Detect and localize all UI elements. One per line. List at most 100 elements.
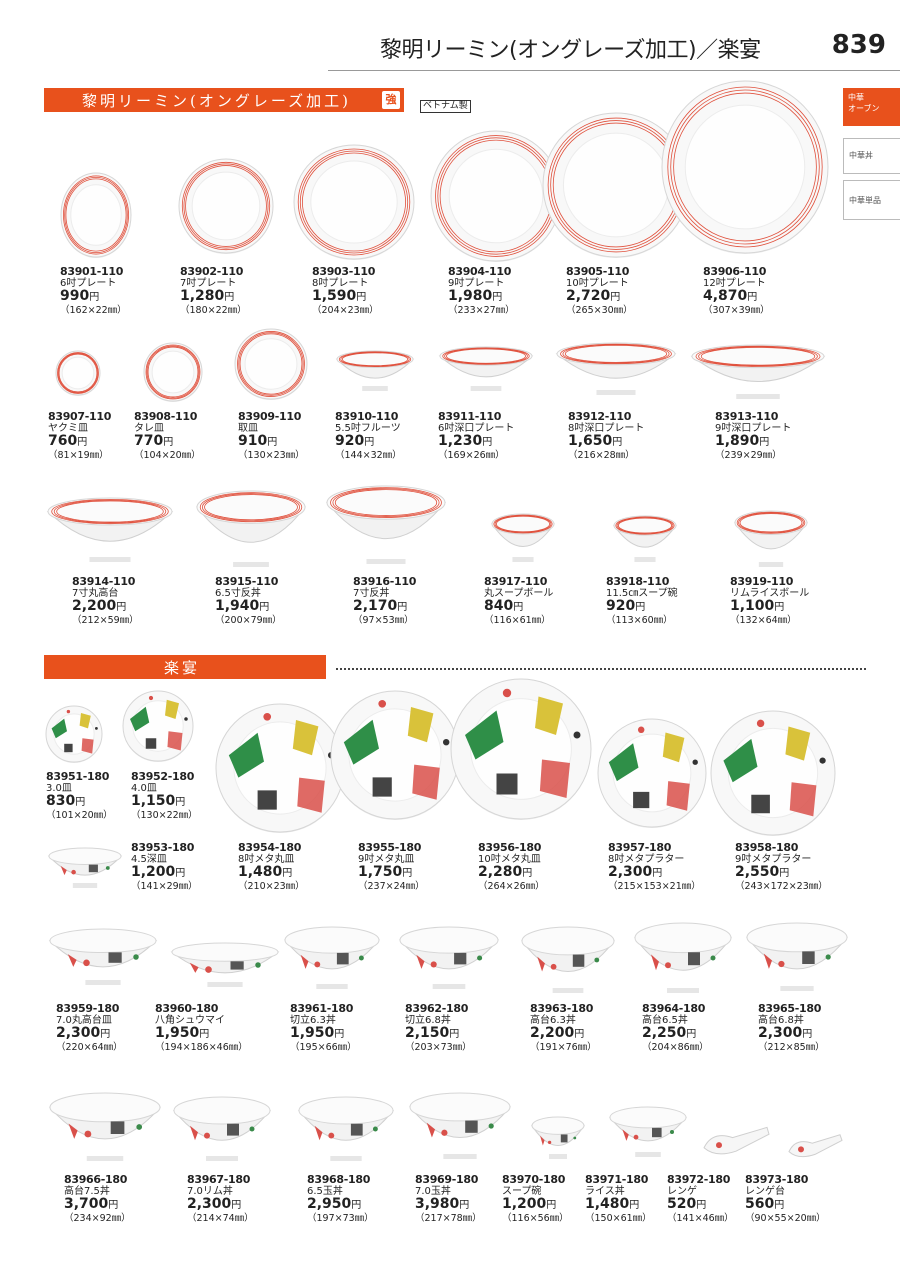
product-name: 11.5㎝スープ碗 (606, 587, 678, 599)
yen-unit: 円 (635, 602, 646, 613)
side-tab-oven[interactable]: 中華 オーブン (843, 88, 900, 126)
product-item: 83968-180 6.5玉丼 2,950円 （197×73㎜） (307, 1174, 374, 1225)
product-name: 7.0リム丼 (187, 1185, 233, 1197)
product-name: 3.0皿 (46, 782, 72, 794)
yen-unit: 円 (75, 797, 86, 808)
product-item: 83960-180 八角シュウマイ 1,950円 （194×186×46㎜） (155, 1003, 248, 1054)
product-size: （141×46㎜） (667, 1213, 734, 1224)
bowl-image (335, 350, 415, 392)
plate-image (122, 690, 194, 762)
product-size: （239×29㎜） (715, 450, 782, 461)
price-value: 1,650 (568, 433, 613, 449)
product-size: （195×66㎜） (290, 1042, 357, 1053)
price-value: 1,230 (438, 433, 483, 449)
plate-image (430, 130, 562, 262)
product-name: 8吋メタ丸皿 (238, 853, 295, 865)
yen-unit: 円 (629, 1200, 640, 1211)
product-size: （191×76㎜） (530, 1042, 597, 1053)
product-price: 520円 (667, 1197, 734, 1213)
side-tab-donburi[interactable]: 中華丼 (843, 138, 900, 174)
page-header: 黎明リーミン(オングレーズ加工)／楽宴 839 (380, 30, 890, 66)
yen-unit: 円 (612, 437, 623, 448)
page-title: 黎明リーミン(オングレーズ加工)／楽宴 (380, 38, 761, 63)
product-name: 丸スープボール (484, 587, 554, 599)
product-name: タレ皿 (134, 422, 164, 434)
yen-unit: 円 (231, 1200, 242, 1211)
bowl-image (297, 1096, 395, 1162)
product-item: 83956-180 10吋メタ丸皿 2,280円 （264×26㎜） (478, 842, 545, 893)
bowl-image (745, 922, 849, 992)
price-value: 2,300 (608, 864, 653, 880)
side-tab-label: 中華 (848, 93, 864, 102)
product-price: 2,200円 (72, 599, 139, 615)
page-number: 839 (831, 30, 886, 60)
product-item: 83961-180 切立6.3丼 1,950円 （195×66㎜） (290, 1003, 357, 1054)
product-code: 83914-110 (72, 575, 136, 588)
price-value: 2,300 (56, 1025, 101, 1041)
yen-unit: 円 (267, 437, 278, 448)
product-code: 83907-110 (48, 410, 112, 423)
product-name: 切立6.8丼 (405, 1014, 451, 1026)
product-item: 83959-180 7.0丸高台皿 2,300円 （220×64㎜） (56, 1003, 123, 1054)
plate-image (597, 718, 707, 828)
plate-image (710, 710, 836, 836)
side-tab-single[interactable]: 中華単品 (843, 180, 900, 220)
product-item: 83911-110 6吋深口プレート 1,230円 （169×26㎜） (438, 411, 514, 462)
price-value: 2,150 (405, 1025, 450, 1041)
product-name: レンゲ (667, 1185, 697, 1197)
product-code: 83956-180 (478, 841, 542, 854)
plate-image (55, 350, 101, 396)
product-size: （204×86㎜） (642, 1042, 709, 1053)
product-item: 83903-110 8吋プレート 1,590円 （204×23㎜） (312, 266, 379, 317)
yen-unit: 円 (397, 602, 408, 613)
product-price: 1,200円 (131, 865, 198, 881)
yen-unit: 円 (100, 1029, 111, 1040)
yen-unit: 円 (89, 292, 100, 303)
product-size: （81×19㎜） (48, 450, 109, 461)
price-value: 1,280 (180, 288, 225, 304)
product-size: （204×23㎜） (312, 305, 379, 316)
bowl-image (172, 1096, 272, 1162)
product-price: 910円 (238, 434, 305, 450)
side-tab-label: 中華単品 (849, 196, 881, 205)
yen-unit: 円 (492, 292, 503, 303)
product-name: ライス丼 (585, 1185, 625, 1197)
product-code: 83918-110 (606, 575, 670, 588)
yen-unit: 円 (759, 437, 770, 448)
product-name: 切立6.3丼 (290, 1014, 336, 1026)
price-value: 2,950 (307, 1196, 352, 1212)
product-size: （104×20㎜） (134, 450, 201, 461)
product-name: スープ碗 (502, 1185, 542, 1197)
product-price: 2,300円 (56, 1026, 123, 1042)
product-code: 83970-180 (502, 1173, 566, 1186)
yen-unit: 円 (774, 602, 785, 613)
product-size: （243×172×23㎜） (735, 881, 828, 892)
product-name: 6.5玉丼 (307, 1185, 343, 1197)
price-value: 1,950 (290, 1025, 335, 1041)
product-name: 5.5吋フルーツ (335, 422, 401, 434)
product-item: 83958-180 9吋メタプラター 2,550円 （243×172×23㎜） (735, 842, 828, 893)
price-value: 2,200 (72, 598, 117, 614)
bowl-image (612, 515, 678, 563)
bowl-image (608, 1106, 688, 1158)
section-header-rakuen: 楽宴 (44, 655, 326, 679)
yen-unit: 円 (259, 602, 270, 613)
yen-unit: 円 (108, 1200, 119, 1211)
product-name: 9吋プレート (448, 277, 505, 289)
product-size: （210×23㎜） (238, 881, 305, 892)
price-value: 1,890 (715, 433, 760, 449)
bowl-image (48, 1092, 162, 1162)
product-price: 2,250円 (642, 1026, 709, 1042)
product-code: 83904-110 (448, 265, 512, 278)
product-size: （264×26㎜） (478, 881, 545, 892)
product-size: （220×64㎜） (56, 1042, 123, 1053)
price-value: 2,550 (735, 864, 780, 880)
product-name: 4.0皿 (131, 782, 157, 794)
product-size: （130×23㎜） (238, 450, 305, 461)
product-item: 83967-180 7.0リム丼 2,300円 （214×74㎜） (187, 1174, 254, 1225)
yen-unit: 円 (459, 1200, 470, 1211)
price-value: 990 (60, 288, 90, 304)
plate-image (450, 678, 592, 820)
product-item: 83909-110 取皿 910円 （130×23㎜） (238, 411, 305, 462)
bowl-image (325, 485, 447, 565)
